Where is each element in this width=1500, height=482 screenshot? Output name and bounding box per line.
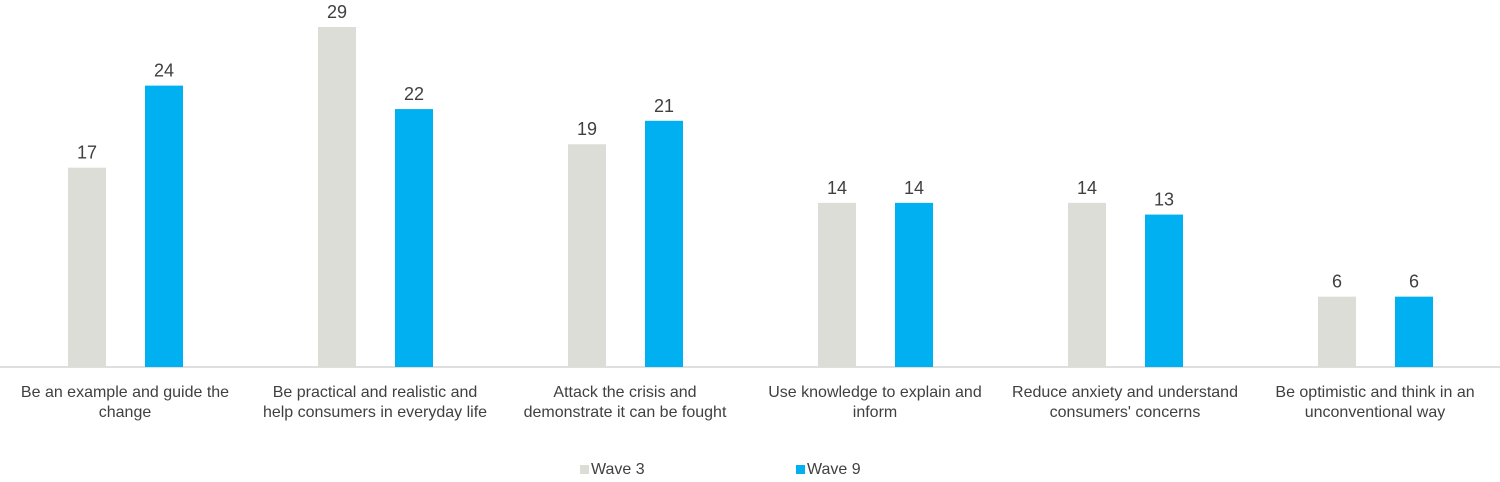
data-label: 22 — [404, 84, 424, 104]
data-label: 21 — [654, 96, 674, 116]
data-label: 29 — [327, 2, 347, 22]
bar-wave-9-0 — [145, 85, 183, 367]
category-label: Attack the crisis and — [553, 384, 696, 401]
data-label: 17 — [77, 143, 97, 163]
legend-label: Wave 3 — [591, 461, 645, 477]
category-label: Reduce anxiety and understand — [1012, 384, 1238, 401]
category-label: inform — [853, 404, 897, 421]
bar-wave-3-1 — [318, 27, 356, 367]
bar-wave-3-5 — [1318, 296, 1356, 367]
bar-wave-9-4 — [1145, 214, 1183, 367]
category-label: change — [99, 404, 152, 421]
category-label: consumers' concerns — [1050, 404, 1201, 421]
data-label: 14 — [827, 178, 847, 198]
data-label: 14 — [1077, 178, 1097, 198]
category-label: Be optimistic and think in an — [1275, 384, 1474, 401]
category-label: demonstrate it can be fought — [524, 404, 727, 421]
bar-wave-9-1 — [395, 109, 433, 367]
category-label: Use knowledge to explain and — [768, 384, 981, 401]
category-label: help consumers in everyday life — [263, 404, 487, 421]
data-label: 6 — [1409, 272, 1419, 292]
legend-swatch — [580, 465, 589, 474]
category-label: Be practical and realistic and — [273, 384, 478, 401]
bar-wave-3-0 — [68, 167, 106, 367]
bar-wave-9-2 — [645, 120, 683, 367]
data-label: 24 — [154, 61, 174, 81]
bar-wave-3-4 — [1068, 202, 1106, 367]
bar-wave-3-2 — [568, 144, 606, 367]
data-label: 6 — [1332, 272, 1342, 292]
legend-swatch — [796, 465, 805, 474]
category-label: unconventional way — [1305, 404, 1446, 421]
category-label: Be an example and guide the — [21, 384, 229, 401]
data-label: 14 — [904, 178, 924, 198]
bar-wave-9-3 — [895, 202, 933, 367]
bar-wave-9-5 — [1395, 296, 1433, 367]
data-label: 19 — [577, 119, 597, 139]
legend-label: Wave 9 — [807, 461, 861, 477]
data-label: 13 — [1154, 190, 1174, 210]
bar-wave-3-3 — [818, 202, 856, 367]
